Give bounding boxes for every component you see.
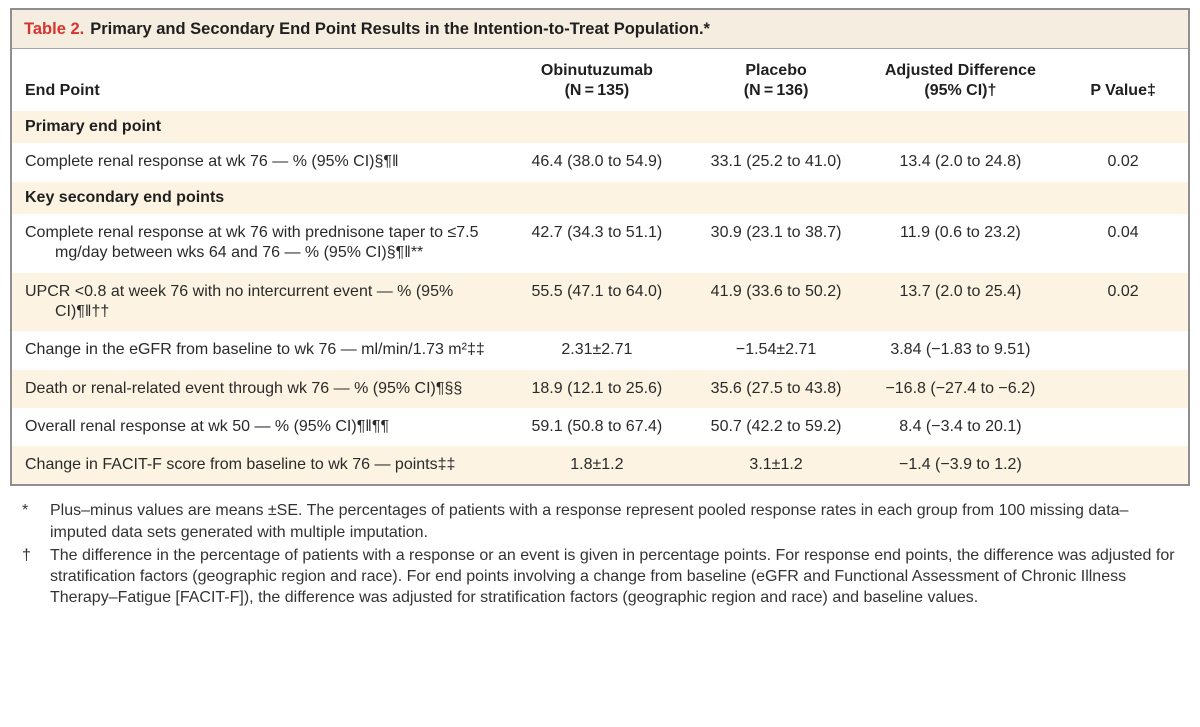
obinutuzumab-cell: 46.4 (38.0 to 54.9)	[531, 153, 663, 171]
section-row: Key secondary end points	[12, 181, 1188, 214]
pvalue-cell: 0.04	[1107, 223, 1139, 241]
difference-cell: −1.4 (−3.9 to 1.2)	[862, 446, 1059, 485]
endpoint-cell: Change in the eGFR from baseline to wk 7…	[25, 341, 485, 359]
placebo-cell: 35.6 (27.5 to 43.8)	[689, 369, 863, 408]
endpoint-cell: Complete renal response at wk 76 — % (95…	[25, 153, 399, 171]
endpoint-cell: UPCR <0.8 at week 76 with no intercurren…	[12, 272, 505, 332]
table-number: Table 2.	[24, 20, 85, 38]
section-label: Primary end point	[12, 111, 1188, 144]
endpoint-cell: Death or renal-related event through wk …	[12, 369, 505, 408]
obinutuzumab-cell: 59.1 (50.8 to 67.4)	[531, 417, 663, 435]
header-placebo: Placebo (N = 136)	[689, 49, 863, 111]
footnote-text: The difference in the percentage of pati…	[50, 546, 1175, 606]
header-difference: Adjusted Difference (95% CI)†	[862, 49, 1059, 111]
table-row: Change in the eGFR from baseline to wk 7…	[12, 331, 1188, 369]
obinutuzumab-cell: 18.9 (12.1 to 25.6)	[504, 369, 690, 408]
table-row: UPCR <0.8 at week 76 with no intercurren…	[12, 272, 1188, 332]
pvalue-cell	[1058, 446, 1188, 485]
page: Table 2. Primary and Secondary End Point …	[10, 8, 1190, 608]
placebo-cell: 33.1 (25.2 to 41.0)	[710, 153, 842, 171]
placebo-cell: 30.9 (23.1 to 38.7)	[710, 223, 842, 241]
footnote-dagger: † The difference in the percentage of pa…	[16, 545, 1184, 608]
footnote-asterisk: * Plus–minus values are means ±SE. The p…	[16, 500, 1184, 542]
obinutuzumab-cell: 55.5 (47.1 to 64.0)	[504, 272, 690, 332]
header-obinutuzumab-line1: Obinutuzumab	[540, 62, 653, 79]
table-header: End Point Obinutuzumab (N = 135) Placebo…	[12, 49, 1188, 111]
header-placebo-line2: (N = 136)	[743, 82, 809, 99]
table-row: Complete renal response at wk 76 — % (95…	[12, 143, 1188, 181]
footnote-symbol: †	[22, 546, 31, 564]
difference-cell: 8.4 (−3.4 to 20.1)	[899, 417, 1022, 435]
pvalue-cell	[1058, 369, 1188, 408]
placebo-cell: 41.9 (33.6 to 50.2)	[689, 272, 863, 332]
footnotes: * Plus–minus values are means ±SE. The p…	[10, 486, 1190, 608]
table-row: Change in FACIT-F score from baseline to…	[12, 446, 1188, 485]
pvalue-cell: 0.02	[1107, 153, 1139, 171]
footnote-symbol: *	[22, 502, 29, 520]
table-row: Complete renal response at wk 76 with pr…	[12, 214, 1188, 273]
header-obinutuzumab-line2: (N = 135)	[564, 82, 630, 99]
difference-cell: 11.9 (0.6 to 23.2)	[900, 223, 1021, 241]
placebo-cell: −1.54±2.71	[735, 341, 817, 359]
table-body: Primary end point Complete renal response…	[12, 111, 1188, 485]
obinutuzumab-cell: 2.31±2.71	[561, 341, 633, 359]
difference-cell: 13.7 (2.0 to 25.4)	[862, 272, 1059, 332]
footnote-text: Plus–minus values are means ±SE. The per…	[50, 502, 1129, 541]
placebo-cell: 3.1±1.2	[689, 446, 863, 485]
pvalue-cell: 0.02	[1058, 272, 1188, 332]
endpoints-table: End Point Obinutuzumab (N = 135) Placebo…	[12, 49, 1188, 485]
section-row: Primary end point	[12, 111, 1188, 144]
pvalue-cell	[1058, 331, 1188, 369]
endpoint-cell: Complete renal response at wk 76 with pr…	[25, 223, 479, 262]
header-difference-line2: (95% CI)†	[924, 82, 997, 99]
table-title-text: Primary and Secondary End Point Results …	[90, 20, 710, 38]
endpoint-cell: Overall renal response at wk 50 — % (95%…	[25, 417, 390, 435]
table-card: Table 2. Primary and Secondary End Point …	[10, 8, 1190, 487]
obinutuzumab-cell: 42.7 (34.3 to 51.1)	[531, 223, 663, 241]
header-obinutuzumab: Obinutuzumab (N = 135)	[504, 49, 690, 111]
header-pvalue: P Value‡	[1058, 49, 1188, 111]
difference-cell: −16.8 (−27.4 to −6.2)	[862, 369, 1059, 408]
endpoint-cell: Change in FACIT-F score from baseline to…	[12, 446, 505, 485]
placebo-cell: 50.7 (42.2 to 59.2)	[710, 417, 842, 435]
table-row: Death or renal-related event through wk …	[12, 369, 1188, 408]
difference-cell: 3.84 (−1.83 to 9.51)	[890, 341, 1031, 359]
difference-cell: 13.4 (2.0 to 24.8)	[899, 153, 1022, 171]
table-title: Table 2. Primary and Secondary End Point …	[12, 10, 1188, 49]
header-placebo-line1: Placebo	[745, 62, 807, 79]
section-label: Key secondary end points	[12, 181, 1188, 214]
header-endpoint: End Point	[12, 49, 505, 111]
table-row: Overall renal response at wk 50 — % (95%…	[12, 408, 1188, 446]
pvalue-cell	[1058, 408, 1188, 446]
obinutuzumab-cell: 1.8±1.2	[504, 446, 690, 485]
header-difference-line1: Adjusted Difference	[884, 62, 1036, 79]
